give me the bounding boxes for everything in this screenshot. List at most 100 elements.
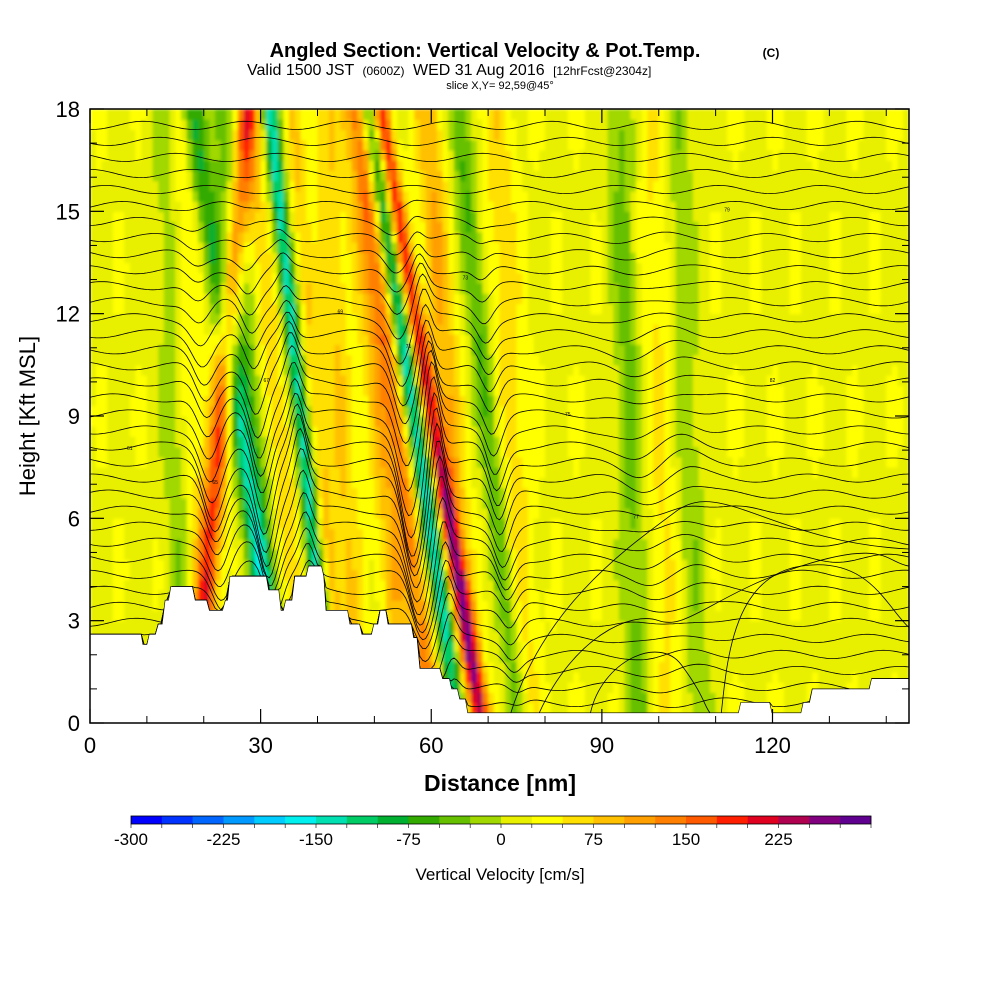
velocity-cell xyxy=(641,303,671,315)
theta-contour xyxy=(90,319,909,407)
velocity-cell xyxy=(692,375,728,386)
velocity-cell xyxy=(90,242,114,253)
velocity-cell xyxy=(90,211,114,223)
velocity-cell xyxy=(670,323,677,335)
velocity-cell xyxy=(880,528,909,540)
velocity-cell xyxy=(334,590,341,601)
velocity-cell xyxy=(607,272,614,284)
velocity-cell xyxy=(476,190,484,202)
velocity-cell xyxy=(220,590,228,601)
velocity-cell xyxy=(232,385,239,397)
velocity-cell xyxy=(391,375,398,386)
velocity-cell xyxy=(636,375,643,386)
velocity-cell xyxy=(493,416,501,427)
velocity-cell xyxy=(232,518,239,530)
velocity-cell xyxy=(431,395,438,407)
velocity-cell xyxy=(789,293,802,304)
velocity-cell xyxy=(465,692,472,704)
velocity-cell xyxy=(243,231,267,243)
velocity-cell xyxy=(698,477,909,489)
velocity-cell xyxy=(476,201,484,212)
velocity-cell xyxy=(112,610,125,622)
velocity-cell xyxy=(249,323,256,335)
velocity-cell xyxy=(607,160,620,171)
velocity-cell xyxy=(203,446,211,458)
velocity-cell xyxy=(658,692,671,704)
velocity-cell xyxy=(215,190,222,202)
velocity-cell xyxy=(408,283,415,294)
velocity-cell xyxy=(459,610,466,622)
velocity-cell xyxy=(90,129,97,141)
velocity-cell xyxy=(283,354,290,366)
velocity-cell xyxy=(522,661,529,673)
velocity-cell xyxy=(744,416,768,427)
velocity-cell xyxy=(124,590,154,601)
velocity-cell xyxy=(408,242,415,253)
velocity-cell xyxy=(829,549,842,560)
velocity-cell xyxy=(857,139,887,151)
velocity-cell xyxy=(306,549,313,560)
velocity-cell xyxy=(869,272,882,284)
velocity-cell xyxy=(545,610,563,622)
velocity-cell xyxy=(380,283,387,294)
velocity-cell xyxy=(334,354,341,366)
velocity-cell xyxy=(664,569,677,581)
velocity-cell xyxy=(368,416,375,427)
velocity-cell xyxy=(175,436,188,448)
velocity-cell xyxy=(283,364,290,376)
velocity-cell xyxy=(692,702,717,714)
velocity-cell xyxy=(436,579,444,591)
velocity-cell xyxy=(277,364,284,376)
velocity-cell xyxy=(488,702,495,714)
velocity-cell xyxy=(345,456,353,468)
velocity-cell xyxy=(345,231,353,243)
velocity-cell xyxy=(232,477,239,489)
velocity-cell xyxy=(402,416,410,427)
velocity-cell xyxy=(334,538,347,550)
velocity-cell xyxy=(277,549,284,560)
velocity-cell xyxy=(789,569,802,581)
velocity-cell xyxy=(181,303,205,315)
velocity-cell xyxy=(516,630,523,642)
velocity-cell xyxy=(408,600,427,611)
velocity-cell xyxy=(840,610,870,622)
velocity-cell xyxy=(681,518,705,530)
velocity-cell xyxy=(664,395,671,407)
velocity-cell xyxy=(886,416,904,427)
velocity-cell xyxy=(311,231,319,243)
velocity-cell xyxy=(510,651,518,663)
velocity-cell xyxy=(237,354,250,366)
velocity-cell xyxy=(454,139,472,151)
velocity-cell xyxy=(146,405,159,417)
velocity-cell xyxy=(135,364,142,376)
velocity-cell xyxy=(692,590,700,601)
colorbar-tick-label: -150 xyxy=(299,830,333,849)
velocity-cell xyxy=(385,201,393,212)
velocity-cell xyxy=(436,139,444,151)
velocity-cell xyxy=(380,160,387,171)
velocity-cell xyxy=(260,170,267,182)
velocity-cell xyxy=(459,651,466,663)
theta-contour xyxy=(90,521,909,626)
velocity-cell xyxy=(641,139,648,151)
velocity-cell xyxy=(368,334,375,345)
velocity-cell xyxy=(402,201,410,212)
velocity-cell xyxy=(380,436,393,448)
velocity-cell xyxy=(806,395,825,407)
velocity-cell xyxy=(482,487,489,499)
velocity-cell xyxy=(192,559,199,571)
velocity-cell xyxy=(471,323,489,335)
velocity-cell xyxy=(476,242,484,253)
velocity-cell xyxy=(345,600,358,611)
velocity-cell xyxy=(448,190,455,202)
velocity-cell xyxy=(482,692,489,704)
velocity-cell xyxy=(317,456,336,468)
velocity-cell xyxy=(852,671,859,683)
velocity-cell xyxy=(613,262,631,274)
velocity-cell xyxy=(357,170,370,182)
velocity-cell xyxy=(505,641,512,652)
velocity-cell xyxy=(601,231,609,243)
velocity-cell xyxy=(169,569,176,581)
velocity-cell xyxy=(431,293,438,304)
velocity-cell xyxy=(294,139,302,151)
